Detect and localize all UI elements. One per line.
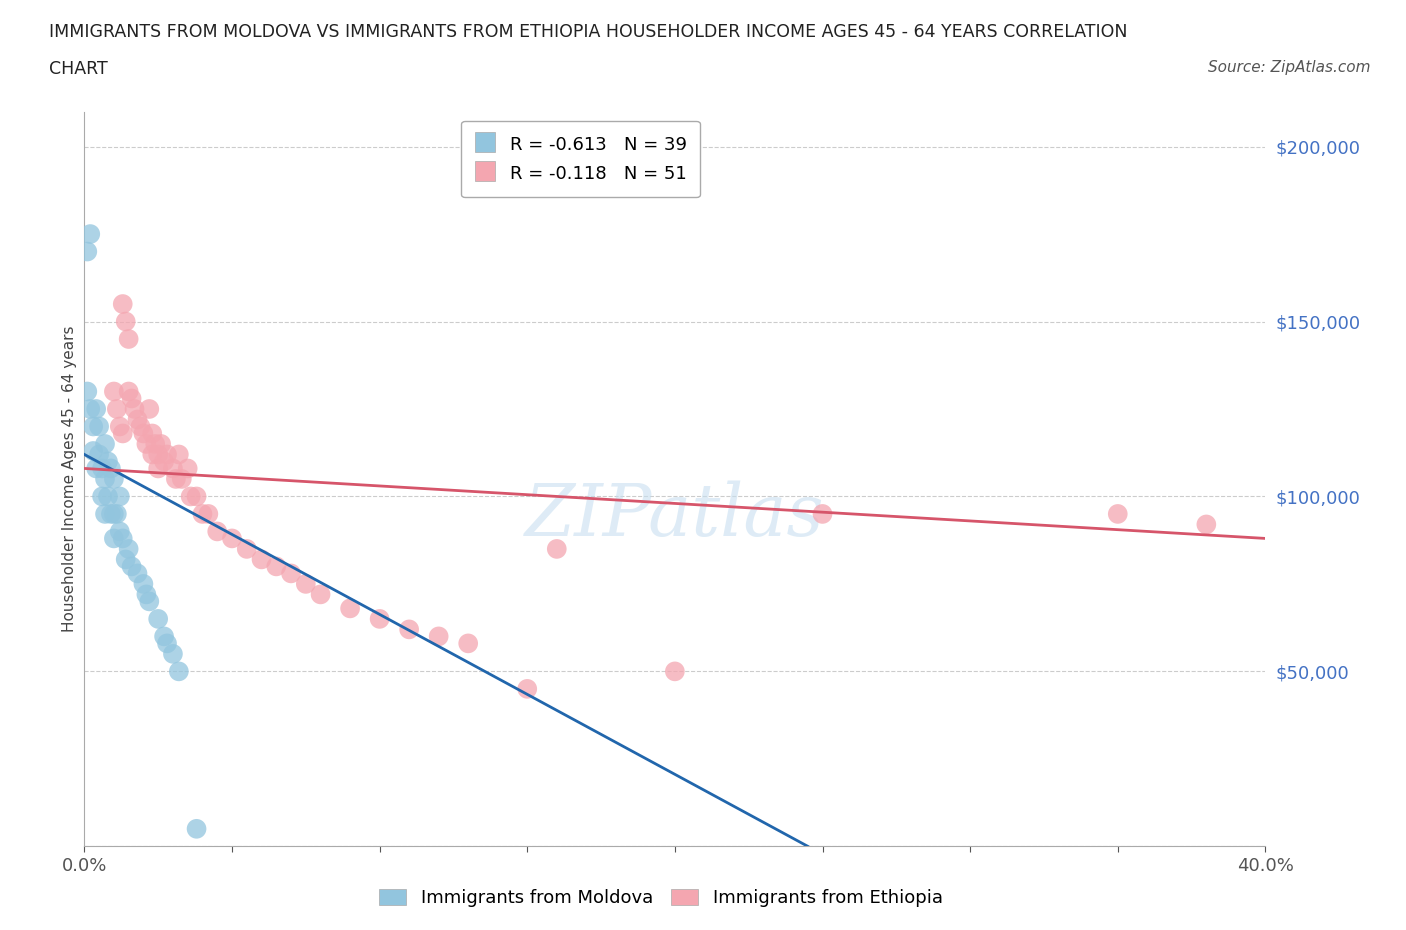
Point <box>177 461 200 476</box>
Point <box>148 611 170 626</box>
Point <box>114 552 136 567</box>
Point <box>87 419 111 434</box>
Point <box>197 507 219 522</box>
Point <box>162 461 184 476</box>
Point <box>138 594 160 609</box>
Point <box>250 552 273 567</box>
Point <box>150 436 173 451</box>
Point <box>108 419 131 434</box>
Point <box>108 524 131 538</box>
Point <box>103 384 125 399</box>
Point <box>111 426 134 441</box>
Point <box>82 419 104 434</box>
Point <box>127 566 149 581</box>
Point <box>118 541 141 556</box>
Point <box>148 461 170 476</box>
Point <box>132 426 155 441</box>
Point <box>97 454 120 469</box>
Point <box>94 507 117 522</box>
Point <box>236 541 259 556</box>
Point <box>167 664 190 679</box>
Point <box>156 447 179 462</box>
Legend: R = -0.613   N = 39, R = -0.118   N = 51: R = -0.613 N = 39, R = -0.118 N = 51 <box>461 121 700 197</box>
Point <box>94 472 117 486</box>
Point <box>103 507 125 522</box>
Point <box>309 587 332 602</box>
Point <box>165 472 187 486</box>
Point <box>427 629 450 644</box>
Point <box>162 646 184 661</box>
Point <box>91 461 114 476</box>
Point <box>180 489 202 504</box>
Point <box>135 587 157 602</box>
Point <box>79 227 101 242</box>
Point <box>811 507 834 522</box>
Point <box>186 821 208 836</box>
Point <box>167 447 190 462</box>
Point <box>105 402 128 417</box>
Point <box>105 507 128 522</box>
Point <box>114 314 136 329</box>
Point <box>103 472 125 486</box>
Point <box>127 412 149 427</box>
Point <box>221 531 243 546</box>
Point <box>457 636 479 651</box>
Point <box>111 531 134 546</box>
Point <box>103 531 125 546</box>
Point <box>100 461 122 476</box>
Point <box>118 384 141 399</box>
Point <box>153 454 176 469</box>
Point <box>1195 517 1218 532</box>
Point <box>207 524 229 538</box>
Point <box>1107 507 1129 522</box>
Point <box>118 332 141 347</box>
Point <box>100 507 122 522</box>
Point <box>516 682 538 697</box>
Point <box>132 577 155 591</box>
Point <box>266 559 288 574</box>
Point <box>135 436 157 451</box>
Point <box>108 489 131 504</box>
Point <box>153 629 176 644</box>
Point <box>191 507 214 522</box>
Point <box>664 664 686 679</box>
Point <box>141 426 163 441</box>
Point <box>121 391 143 405</box>
Text: CHART: CHART <box>49 60 108 78</box>
Legend: Immigrants from Moldova, Immigrants from Ethiopia: Immigrants from Moldova, Immigrants from… <box>370 880 952 916</box>
Y-axis label: Householder Income Ages 45 - 64 years: Householder Income Ages 45 - 64 years <box>62 326 77 632</box>
Point <box>121 559 143 574</box>
Point <box>79 402 101 417</box>
Point <box>84 402 107 417</box>
Point <box>170 472 193 486</box>
Point <box>546 541 568 556</box>
Point <box>84 461 107 476</box>
Point <box>97 489 120 504</box>
Point <box>398 622 420 637</box>
Point <box>295 577 318 591</box>
Point <box>368 611 391 626</box>
Point <box>91 489 114 504</box>
Point <box>148 447 170 462</box>
Point <box>76 384 98 399</box>
Point <box>141 447 163 462</box>
Text: ZIPatlas: ZIPatlas <box>524 481 825 551</box>
Point <box>76 244 98 259</box>
Point <box>156 636 179 651</box>
Point <box>129 419 152 434</box>
Text: IMMIGRANTS FROM MOLDOVA VS IMMIGRANTS FROM ETHIOPIA HOUSEHOLDER INCOME AGES 45 -: IMMIGRANTS FROM MOLDOVA VS IMMIGRANTS FR… <box>49 23 1128 41</box>
Text: Source: ZipAtlas.com: Source: ZipAtlas.com <box>1208 60 1371 75</box>
Point <box>186 489 208 504</box>
Point <box>143 436 166 451</box>
Point <box>138 402 160 417</box>
Point <box>124 402 146 417</box>
Point <box>339 601 361 616</box>
Point <box>82 444 104 458</box>
Point <box>94 436 117 451</box>
Point <box>280 566 302 581</box>
Point <box>87 447 111 462</box>
Point <box>111 297 134 312</box>
